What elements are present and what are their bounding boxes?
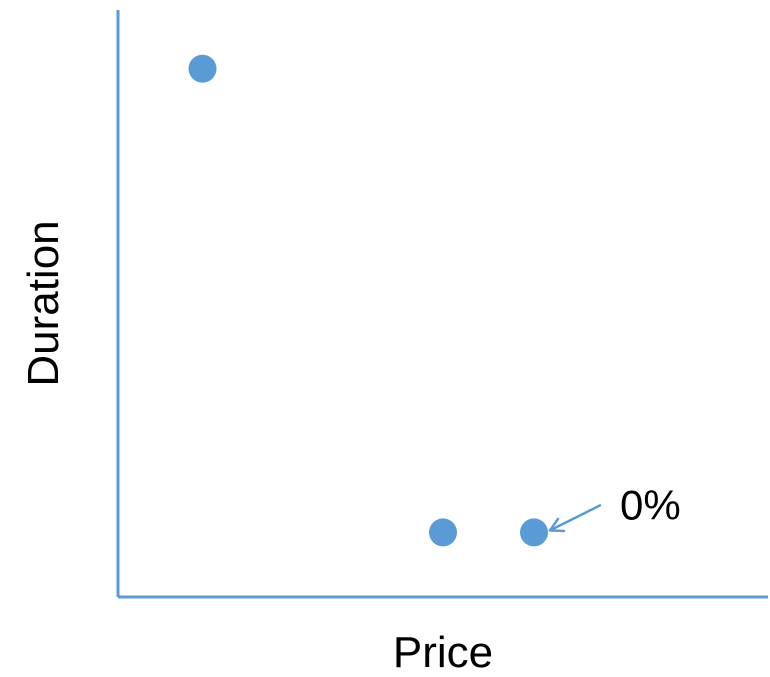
data-point-1 bbox=[188, 54, 217, 83]
axes bbox=[116, 10, 768, 599]
annotation-arrowhead bbox=[548, 517, 566, 533]
annotation-arrow-line bbox=[548, 504, 602, 532]
annotation-label: 0% bbox=[620, 481, 681, 528]
y-axis-label: Duration bbox=[19, 220, 68, 386]
x-axis-label: Price bbox=[393, 628, 493, 677]
annotations: 0% bbox=[548, 481, 681, 533]
data-point-3 bbox=[520, 518, 548, 547]
data-points bbox=[188, 54, 548, 547]
data-point-2 bbox=[429, 518, 457, 547]
